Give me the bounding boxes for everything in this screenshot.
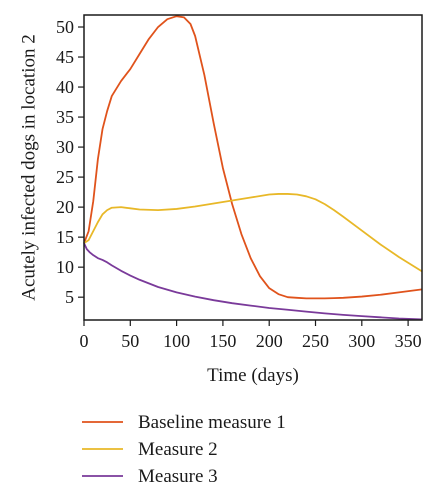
x-axis-label: Time (days): [207, 365, 299, 386]
y-tick-label: 30: [56, 137, 74, 157]
y-tick-label: 35: [56, 107, 74, 127]
series-line-1: [83, 15, 423, 300]
y-axis: 5 10 15 20 25 30 35 40 45 50: [56, 17, 84, 307]
y-tick-label: 20: [56, 197, 74, 217]
y-tick-label: 5: [65, 287, 74, 307]
y-tick-label: 40: [56, 77, 74, 97]
y-tick-label: 10: [56, 257, 74, 277]
plot-series: [83, 15, 423, 321]
x-tick-label: 350: [395, 331, 422, 351]
legend-label: Baseline measure 1: [138, 412, 286, 433]
y-tick-label: 45: [56, 47, 74, 67]
y-tick-label: 15: [56, 227, 74, 247]
x-tick-label: 150: [209, 331, 236, 351]
y-tick-label: 25: [56, 167, 74, 187]
legend-label: Measure 2: [138, 439, 218, 460]
x-tick-label: 300: [348, 331, 375, 351]
y-axis-label: Acutely infected dogs in location 2: [18, 34, 39, 300]
x-tick-label: 50: [121, 331, 139, 351]
x-tick-label: 0: [80, 331, 89, 351]
x-tick-label: 250: [302, 331, 329, 351]
plot-frame: [83, 14, 423, 321]
series-line-2: [83, 193, 423, 273]
legend: Baseline measure 1 Measure 2 Measure 3: [82, 412, 286, 487]
x-axis: 0 50 100 150 200 250 300 350: [80, 320, 422, 351]
x-tick-label: 200: [256, 331, 283, 351]
series-line-3: [83, 242, 423, 321]
y-tick-label: 50: [56, 17, 74, 37]
x-tick-label: 100: [163, 331, 190, 351]
legend-label: Measure 3: [138, 466, 218, 487]
